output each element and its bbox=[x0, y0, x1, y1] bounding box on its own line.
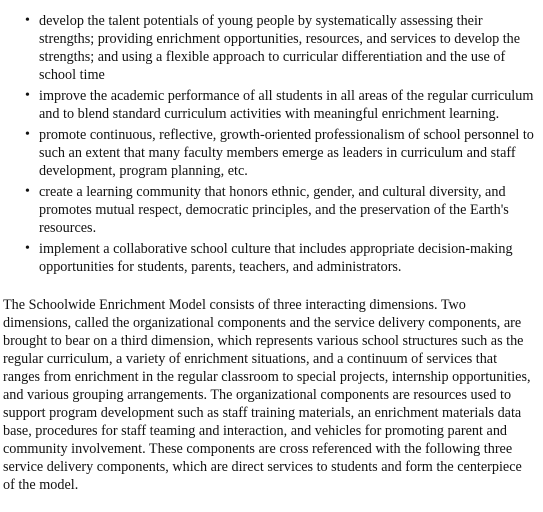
bullet-icon: • bbox=[25, 127, 30, 142]
model-description-paragraph: The Schoolwide Enrichment Model consists… bbox=[3, 297, 531, 493]
list-item-text: develop the talent potentials of young p… bbox=[39, 13, 521, 83]
bullet-icon: • bbox=[25, 241, 30, 256]
list-item: • improve the academic performance of al… bbox=[25, 87, 540, 123]
bullet-icon: • bbox=[25, 13, 30, 28]
list-item: • create a learning community that honor… bbox=[25, 183, 540, 237]
bullet-icon: • bbox=[25, 88, 30, 103]
list-item: • implement a collaborative school cultu… bbox=[25, 240, 540, 276]
list-item-text: create a learning community that honors … bbox=[39, 184, 509, 236]
bullet-icon: • bbox=[25, 184, 30, 199]
list-item-text: implement a collaborative school culture… bbox=[39, 241, 513, 275]
list-item: • develop the talent potentials of young… bbox=[25, 12, 540, 84]
list-item-text: improve the academic performance of all … bbox=[39, 88, 534, 122]
goals-list: • develop the talent potentials of young… bbox=[3, 12, 540, 276]
list-item: • promote continuous, reflective, growth… bbox=[25, 126, 540, 180]
list-item-text: promote continuous, reflective, growth-o… bbox=[39, 127, 534, 179]
